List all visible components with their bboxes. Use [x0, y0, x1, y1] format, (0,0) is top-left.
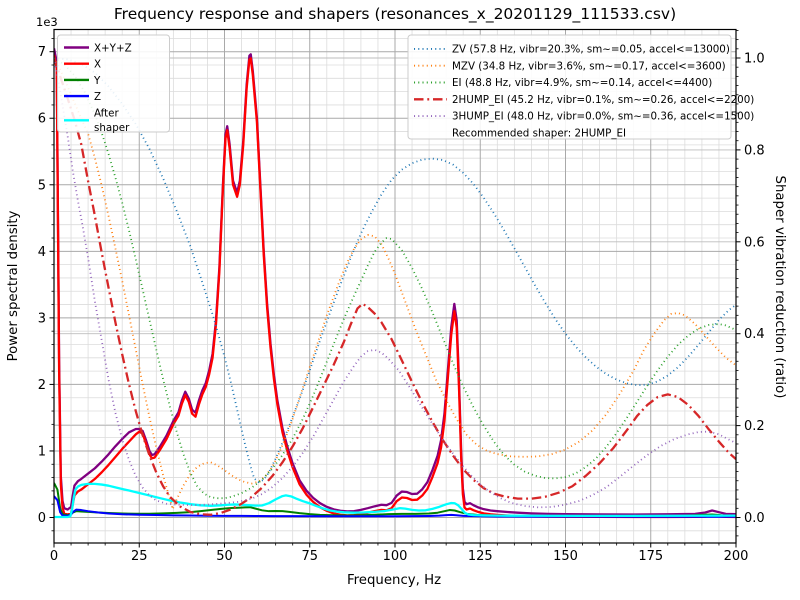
legend-right-label: MZV (34.8 Hz, vibr=3.6%, sm~=0.17, accel… [452, 60, 726, 72]
data-series [54, 48, 736, 519]
y-left-tick-label: 0 [38, 511, 46, 526]
y-left-tick-label: 7 [38, 45, 46, 60]
y-axis-left-label: Power spectral density [6, 210, 21, 361]
axes: 0 25 50 75 100 125 150 175 200 0 1 2 3 4 5 6 7 0.0 0.2 0.4 0… [38, 28, 765, 564]
legend-right-label: 2HUMP_EI (45.2 Hz, vibr=0.1%, sm~=0.26, … [452, 94, 754, 106]
y-left-tick-label: 6 [38, 112, 46, 127]
x-axis-label: Frequency, Hz [347, 573, 441, 588]
x-tick-label: 50 [216, 549, 233, 564]
y-left-tick-label: 5 [38, 178, 46, 193]
series-x [54, 54, 736, 519]
y-right-tick-label: 0.6 [744, 235, 765, 250]
legends: X+Y+Z XYZ After shaper ZV (57.8 Hz, vibr=20.… [57, 34, 754, 140]
series-z [54, 495, 736, 518]
legend-right-label: 3HUMP_EI (48.0 Hz, vibr=0.0%, sm~=0.36, … [452, 111, 754, 123]
series-2hump-ei [54, 57, 736, 516]
y-axis-offset-text: 1e3 [36, 15, 58, 29]
legend-left-box [57, 34, 170, 133]
y-left-tick-label: 3 [38, 311, 46, 326]
legend-left-label: Z [94, 91, 101, 103]
y-left-tick-label: 4 [38, 245, 46, 260]
legend-right-label: EI (48.8 Hz, vibr=4.9%, sm~=0.14, accel<… [452, 77, 712, 89]
y-right-tick-label: 0.2 [744, 419, 765, 434]
legend-left-label: shaper [94, 122, 130, 134]
series-ei [54, 57, 736, 500]
x-tick-label: 150 [553, 549, 578, 564]
legend-left-label: X+Y+Z [94, 43, 132, 55]
series-mzv [54, 57, 736, 511]
legend-recommended-shaper-note: Recommended shaper: 2HUMP_EI [452, 128, 626, 140]
legend-left-label: Y [93, 75, 101, 87]
x-tick-label: 0 [50, 549, 58, 564]
series-3hump-ei [54, 57, 736, 509]
x-tick-label: 25 [131, 549, 148, 564]
series-after-shaper [54, 482, 736, 519]
legend-left-label: X [94, 59, 101, 71]
y-right-tick-label: 1.0 [744, 52, 765, 67]
y-right-tick-label: 0.8 [744, 143, 765, 158]
x-tick-label: 125 [468, 549, 493, 564]
series-zv [54, 57, 736, 484]
legend-left-label: After [94, 107, 119, 119]
y-left-tick-label: 2 [38, 378, 46, 393]
y-right-tick-label: 0.0 [744, 511, 765, 526]
y-axis-right-label: Shaper vibration reduction (ratio) [772, 176, 787, 399]
x-tick-label: 200 [724, 549, 749, 564]
x-tick-label: 175 [638, 549, 663, 564]
chart-title: Frequency response and shapers (resonanc… [114, 5, 676, 24]
legend-right-box [407, 34, 732, 140]
legend-right-label: ZV (57.8 Hz, vibr=20.3%, sm~=0.05, accel… [452, 44, 730, 56]
y-left-tick-label: 1 [38, 444, 46, 459]
y-right-tick-label: 0.4 [744, 327, 765, 342]
x-tick-label: 75 [301, 549, 318, 564]
x-tick-label: 100 [383, 549, 408, 564]
